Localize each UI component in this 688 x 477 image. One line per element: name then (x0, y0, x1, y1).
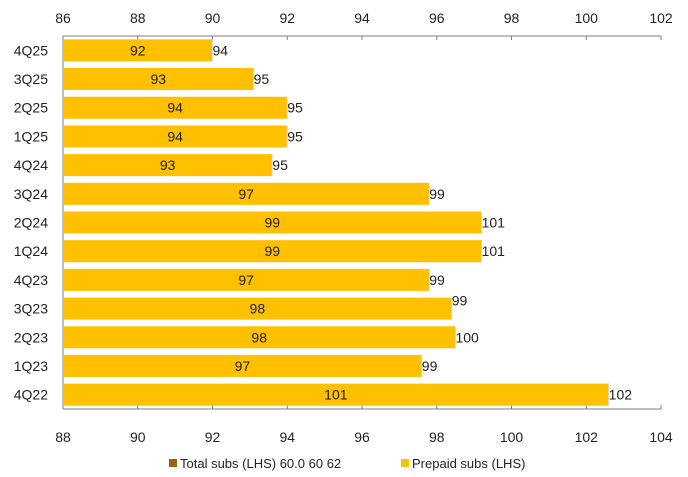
data-label-total: 99 (429, 272, 445, 288)
data-label-prepaid: 94 (167, 128, 183, 144)
legend-label-total: Total subs (LHS) 60.0 60 62 (180, 456, 341, 471)
data-label-total: 100 (455, 329, 479, 345)
bar-prepaid (63, 354, 422, 377)
bottom-axis-tick-label: 96 (354, 429, 370, 445)
data-label-prepaid: 97 (238, 186, 254, 202)
bar-prepaid (63, 96, 288, 119)
data-label-total: 95 (287, 100, 303, 116)
top-axis-tick-label: 96 (429, 10, 445, 26)
bar-prepaid (63, 297, 452, 320)
data-label-prepaid: 98 (250, 301, 266, 317)
bar-prepaid (63, 383, 609, 406)
data-label-prepaid: 97 (235, 358, 251, 374)
bottom-axis-tick-label: 88 (55, 429, 71, 445)
bar-prepaid (63, 268, 430, 291)
bar-prepaid (63, 326, 456, 349)
bars (63, 39, 610, 406)
bar-prepaid (63, 68, 254, 91)
top-axis: 86 88 90 92 94 96 98 100 102 (55, 10, 673, 40)
top-axis-tick-label: 90 (205, 10, 221, 26)
bar-prepaid (63, 240, 482, 263)
bottom-axis-tick-label: 98 (429, 429, 445, 445)
bar-prepaid (63, 154, 273, 177)
data-label-total: 102 (609, 387, 633, 403)
category-label: 1Q23 (14, 358, 48, 374)
category-label: 4Q25 (14, 42, 48, 58)
legend-label-prepaid: Prepaid subs (LHS) (412, 456, 525, 471)
data-label-total: 101 (482, 243, 506, 259)
data-label-prepaid: 92 (130, 42, 146, 58)
category-label: 3Q23 (14, 301, 48, 317)
category-label: 2Q24 (14, 215, 48, 231)
bar-prepaid (63, 125, 288, 148)
category-label: 4Q24 (14, 157, 48, 173)
top-axis-tick-label: 94 (354, 10, 370, 26)
category-label: 1Q24 (14, 243, 48, 259)
data-label-total: 95 (287, 128, 303, 144)
bottom-axis-tick-label: 92 (205, 429, 221, 445)
category-label: 1Q25 (14, 128, 48, 144)
data-label-prepaid: 97 (238, 272, 254, 288)
bottom-axis-tick-label: 104 (649, 429, 673, 445)
bottom-axis-tick-label: 102 (575, 429, 599, 445)
bar-prepaid (63, 39, 213, 62)
top-axis-tick-label: 86 (55, 10, 71, 26)
bottom-axis-tick-label: 94 (279, 429, 295, 445)
legend-swatch-prepaid (401, 459, 409, 467)
data-label-total: 101 (482, 215, 506, 231)
data-label-total: 95 (254, 71, 270, 87)
data-label-total: 94 (213, 42, 229, 58)
category-label: 3Q24 (14, 186, 48, 202)
data-label-total: 99 (422, 358, 438, 374)
bottom-axis-tick-label: 100 (500, 429, 524, 445)
category-label: 3Q25 (14, 71, 48, 87)
data-label-total: 99 (429, 186, 445, 202)
category-label: 4Q22 (14, 387, 48, 403)
bar-prepaid (63, 182, 430, 205)
data-label-prepaid: 93 (151, 71, 167, 87)
top-axis-tick-label: 88 (130, 10, 146, 26)
category-label: 2Q23 (14, 329, 48, 345)
data-label-prepaid: 101 (324, 387, 348, 403)
top-axis-tick-label: 100 (575, 10, 599, 26)
category-labels: 4Q25 3Q25 2Q25 1Q25 4Q24 3Q24 2Q24 1Q24 4Q23 3Q23… (14, 42, 48, 402)
top-axis-tick-label: 92 (279, 10, 295, 26)
bar-prepaid (63, 211, 482, 234)
legend-swatch-total (169, 459, 177, 467)
top-axis-tick-label: 102 (649, 10, 673, 26)
legend: Total subs (LHS) 60.0 60 62 Prepaid subs… (169, 456, 525, 471)
data-label-prepaid: 94 (167, 100, 183, 116)
data-label-prepaid: 98 (251, 329, 267, 345)
data-label-prepaid: 99 (265, 243, 281, 259)
category-label: 4Q23 (14, 272, 48, 288)
data-label-prepaid: 99 (265, 215, 281, 231)
data-label-prepaid: 93 (160, 157, 176, 173)
bottom-axis-tick-label: 90 (130, 429, 146, 445)
data-label-total: 99 (452, 293, 468, 309)
category-label: 2Q25 (14, 100, 48, 116)
data-label-total: 95 (272, 157, 288, 173)
top-axis-tick-label: 98 (504, 10, 520, 26)
